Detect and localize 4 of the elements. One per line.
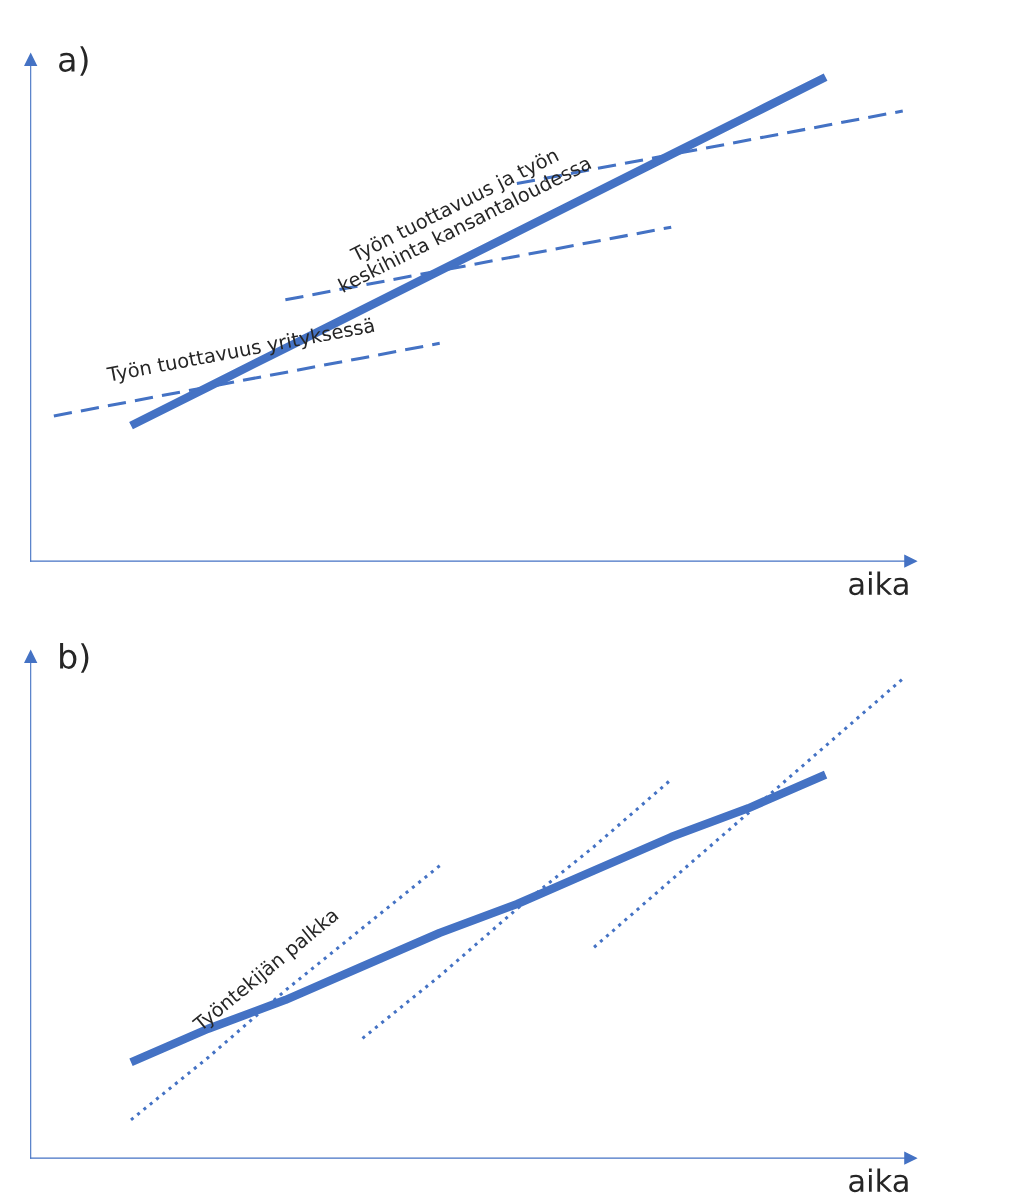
chart-title: b) <box>60 643 89 673</box>
chart-title: a) <box>59 46 88 76</box>
x-axis-title: aika <box>849 1168 908 1193</box>
x-axis-title: aika <box>849 571 908 596</box>
